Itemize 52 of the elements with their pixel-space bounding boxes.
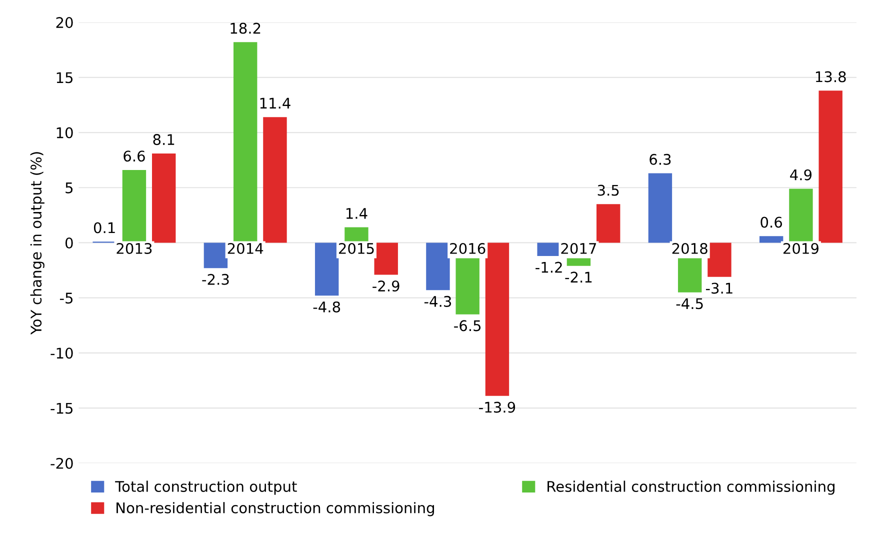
x-tick-label: 2016	[450, 242, 486, 254]
data-label: -6.5	[454, 320, 481, 332]
data-label: 4.9	[790, 169, 812, 180]
y-tick-label: -15	[50, 402, 73, 414]
x-tick-label: 2014	[228, 242, 264, 254]
y-tick-label: 20	[56, 17, 73, 28]
bar	[374, 242, 398, 275]
data-label: 13.8	[816, 71, 846, 82]
data-label: -13.9	[479, 402, 516, 413]
data-label: -2.3	[202, 274, 229, 285]
bar	[152, 153, 176, 243]
data-label: 8.1	[153, 134, 174, 146]
data-label: -3.1	[706, 282, 732, 294]
data-label: -4.8	[313, 301, 340, 312]
data-label: -4.5	[676, 298, 703, 310]
y-tick-label: -5	[60, 292, 73, 304]
bar	[263, 117, 287, 243]
data-label: 6.3	[650, 154, 671, 165]
y-tick-label: 10	[56, 127, 73, 138]
y-tick-label: 15	[56, 72, 73, 84]
y-axis-title: YoY change in output (%)	[30, 152, 44, 335]
x-tick-label: 2019	[783, 242, 818, 254]
data-label: 11.4	[260, 98, 290, 109]
data-label: 18.2	[230, 22, 260, 34]
bar	[426, 242, 450, 290]
bar	[818, 90, 842, 243]
x-tick-label: 2018	[672, 242, 708, 254]
data-label: -2.1	[565, 272, 592, 283]
legend-label: Total construction output	[115, 480, 297, 495]
data-label: 1.4	[346, 208, 368, 219]
data-label: -4.3	[424, 296, 452, 307]
data-label: 0.1	[94, 222, 115, 234]
y-tick-label: 0	[65, 237, 73, 248]
x-tick-label: 2013	[116, 242, 152, 254]
data-label: 3.5	[598, 184, 619, 196]
x-tick-label: 2015	[338, 242, 374, 254]
bar	[708, 242, 732, 277]
legend-label: Non-residential construction commissioning	[116, 502, 434, 516]
data-label: -1.2	[536, 262, 562, 273]
y-tick-label: 5	[66, 182, 73, 194]
data-label: 0.6	[760, 216, 782, 228]
y-tick-label: -20	[50, 458, 73, 469]
data-label: -2.9	[372, 280, 400, 292]
x-tick-label: 2017	[561, 242, 596, 254]
bar	[759, 236, 784, 243]
bar	[648, 173, 672, 243]
bar	[314, 242, 339, 296]
legend-label: Residential construction commissioning	[548, 480, 834, 495]
data-label: 6.6	[124, 150, 145, 162]
y-tick-label: -10	[50, 348, 73, 359]
bar	[596, 204, 620, 243]
bar	[485, 242, 510, 396]
